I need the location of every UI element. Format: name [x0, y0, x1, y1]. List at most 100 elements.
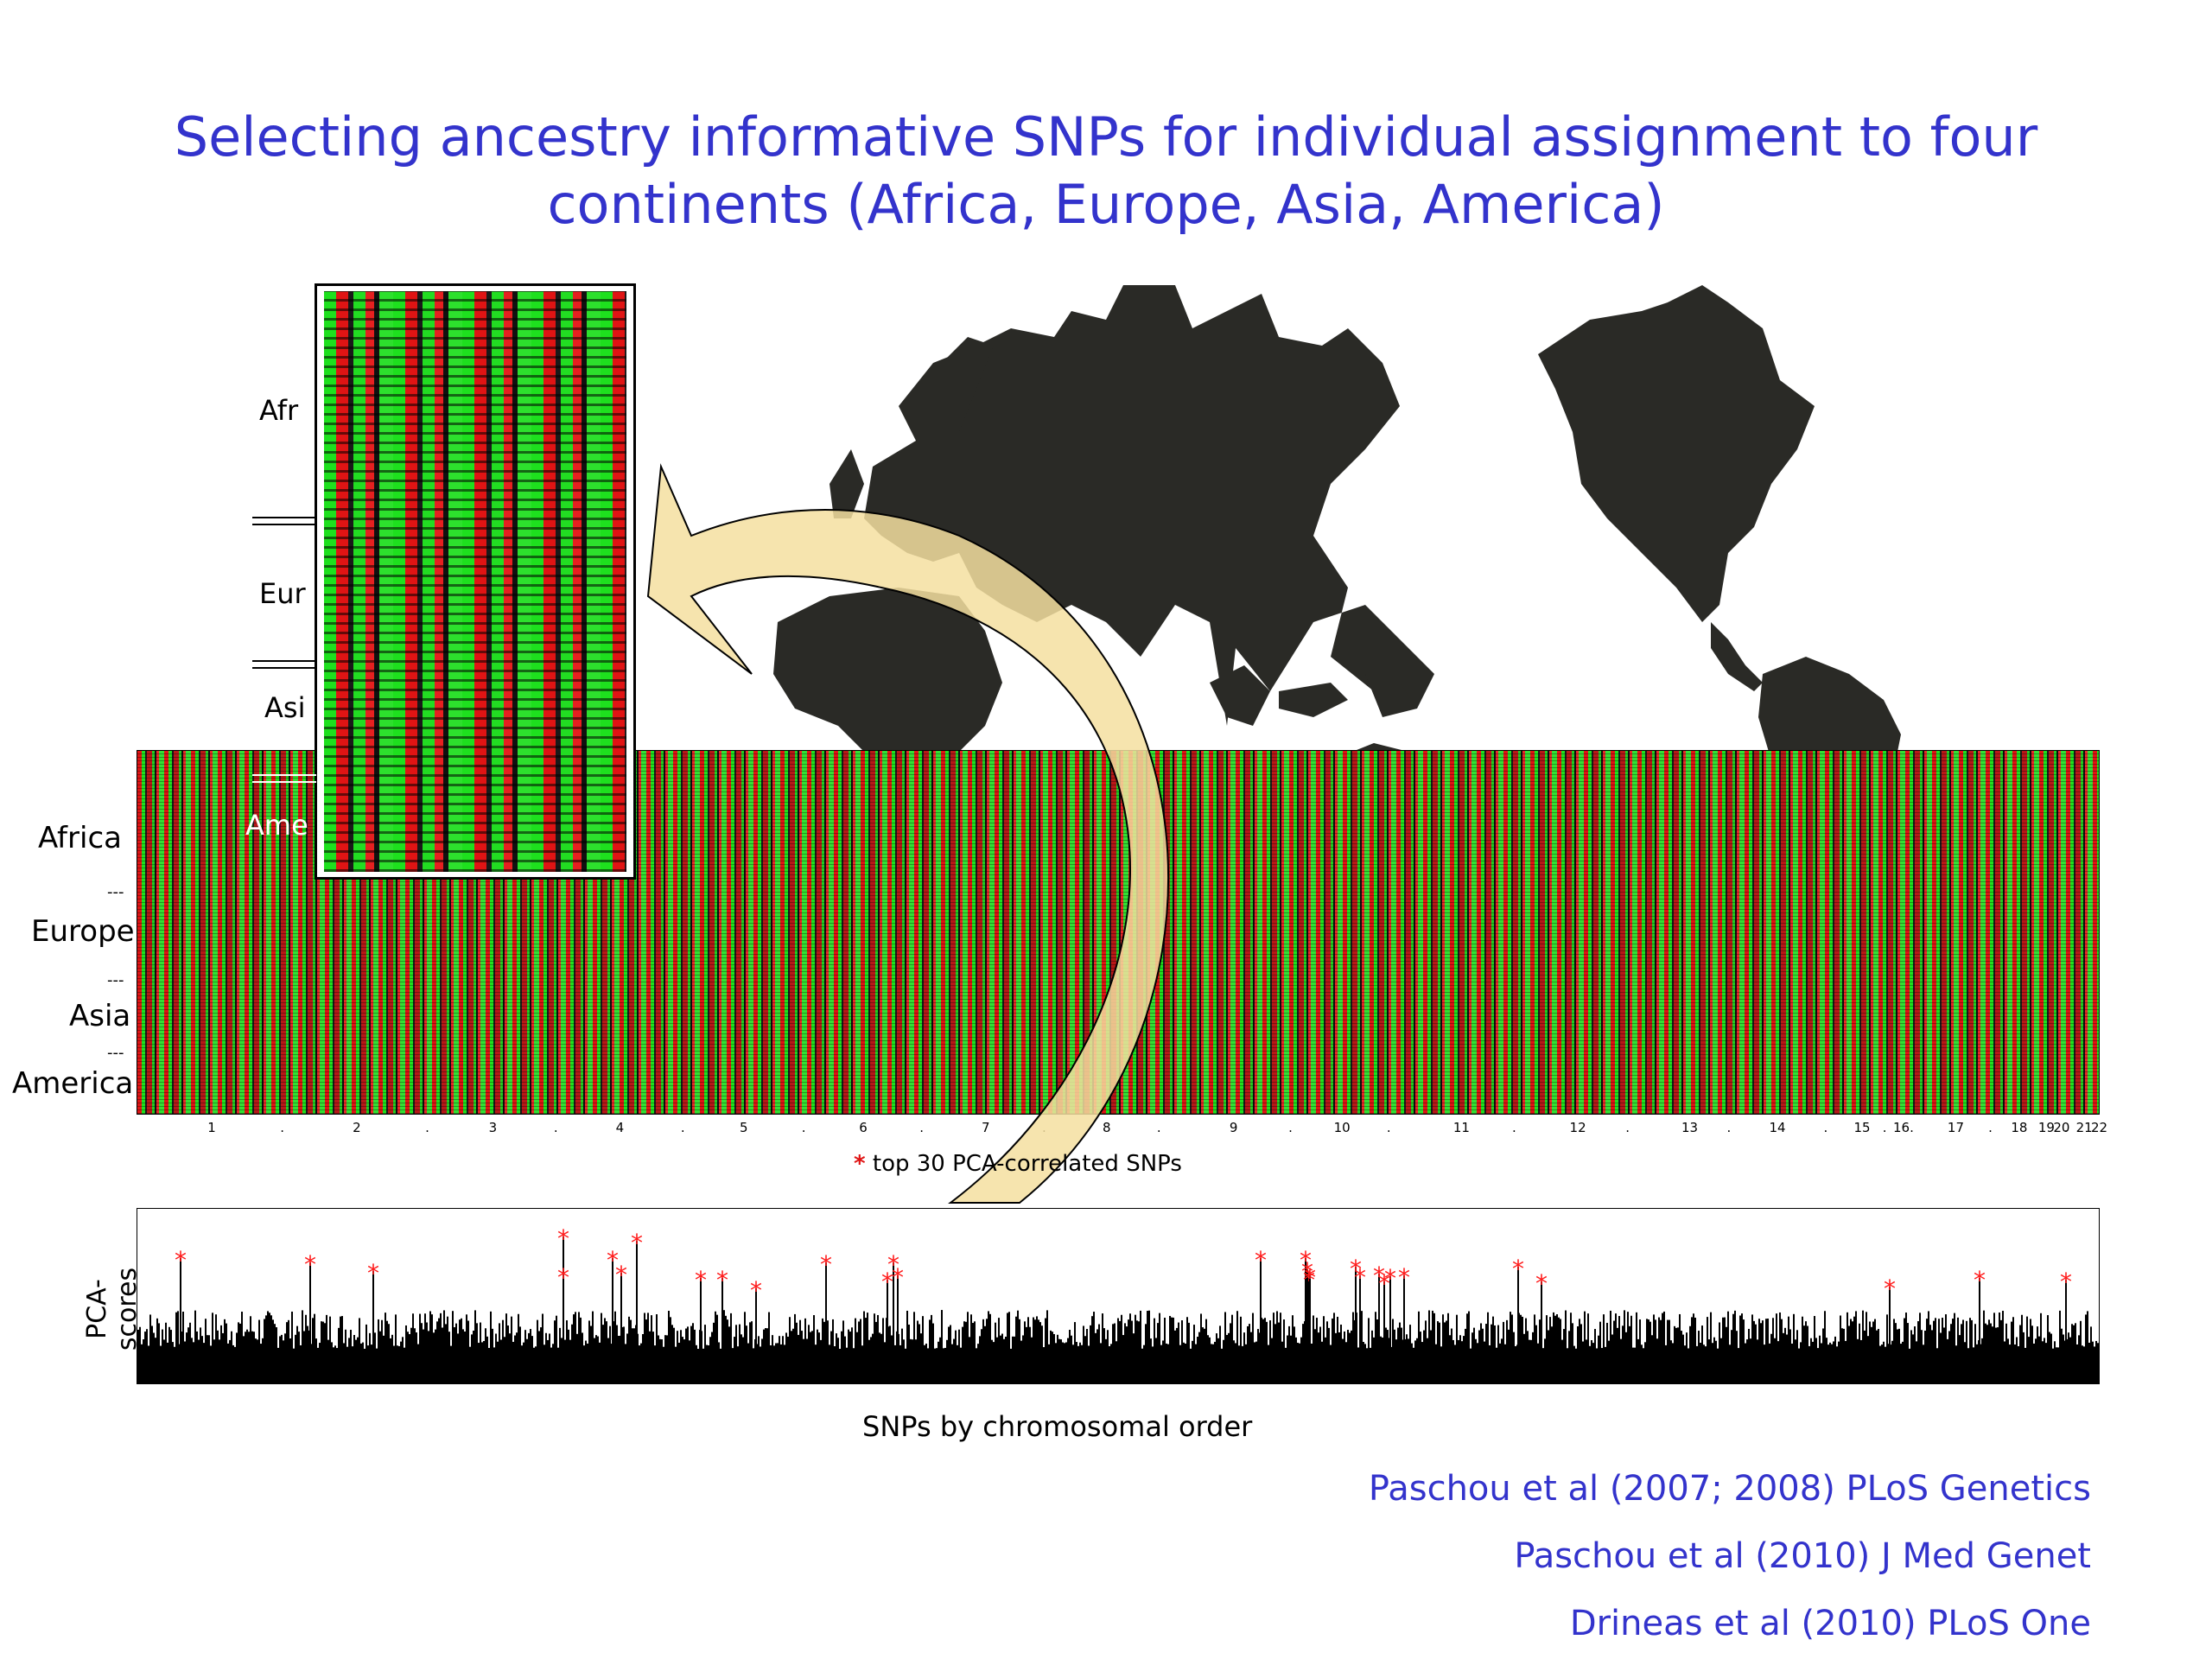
pca-bar: [1219, 1325, 1221, 1383]
pca-bar: [632, 1328, 633, 1383]
pca-bar: [1732, 1313, 1734, 1383]
pca-bar: [2068, 1332, 2069, 1383]
pca-bar: [395, 1314, 397, 1383]
pca-bar: [279, 1336, 281, 1383]
pca-bar: [1988, 1319, 1990, 1383]
pca-bar: [1432, 1310, 1433, 1383]
pca-bar: [848, 1329, 849, 1383]
pca-bar: [732, 1348, 734, 1383]
pca-bar: [462, 1329, 464, 1383]
pca-bar: [694, 1329, 696, 1383]
pca-bar: [1605, 1346, 1606, 1383]
pca-bar: [1226, 1334, 1228, 1383]
pca-bar: [787, 1336, 789, 1383]
pca-bar: [1831, 1344, 1833, 1383]
pca-bar: [1798, 1348, 1800, 1383]
pca-bar: [1166, 1343, 1167, 1383]
pca-bar: [1707, 1317, 1708, 1383]
pca-bar: [1637, 1338, 1639, 1383]
pca-bar: [203, 1343, 205, 1383]
pca-bar: [1409, 1325, 1411, 1383]
chromosome-tick-label: 10: [1333, 1120, 1351, 1135]
pca-bar: [471, 1334, 473, 1383]
pca-bar: [450, 1345, 452, 1383]
pca-bar: [1563, 1329, 1565, 1383]
pca-bar: [1198, 1332, 1200, 1383]
pca-bar: [645, 1319, 647, 1383]
pca-bar: [1152, 1346, 1154, 1383]
pca-bar: [682, 1337, 683, 1383]
pca-bar: [725, 1315, 727, 1383]
pca-bar: [317, 1347, 319, 1383]
pca-bar: [1573, 1345, 1575, 1383]
pca-bar: [255, 1338, 257, 1383]
pca-bar: [1722, 1317, 1724, 1383]
pca-bar: [924, 1344, 925, 1383]
pca-bar: [1598, 1335, 1599, 1383]
pca-bar: [1974, 1324, 1976, 1383]
pca-bar: [1589, 1345, 1591, 1383]
pca-bar: [319, 1343, 321, 1383]
pca-bar: [1363, 1342, 1364, 1383]
pca-bar: [1515, 1345, 1516, 1383]
legend-star: *: [854, 1151, 866, 1177]
pca-bar: [1124, 1323, 1126, 1383]
pca-bar: [1083, 1325, 1084, 1383]
pca-bar: [1224, 1312, 1226, 1383]
chromosome-tick-label: .: [680, 1120, 685, 1135]
pca-bar: [457, 1333, 459, 1383]
pca-bar: [1767, 1319, 1769, 1383]
chromosome-tick-label: .: [1882, 1120, 1887, 1135]
pca-bar: [1081, 1344, 1083, 1383]
pca-bar: [1976, 1344, 1978, 1383]
pca-peak-star: *: [1350, 1255, 1362, 1283]
pca-bar: [1008, 1312, 1010, 1383]
pca-bar: [416, 1332, 417, 1383]
pca-bar: [1523, 1333, 1525, 1383]
pca-bar: [1724, 1317, 1726, 1383]
pca-bar: [1401, 1327, 1402, 1383]
pca-bar: [1544, 1338, 1546, 1383]
pca-bar: [1174, 1330, 1176, 1383]
pca-bar: [1485, 1324, 1487, 1383]
pca-bar: [1249, 1324, 1250, 1383]
pca-bar: [1027, 1317, 1029, 1383]
pca-bar: [777, 1343, 779, 1383]
pca-bar: [229, 1339, 231, 1383]
pca-bar: [1610, 1310, 1611, 1383]
pca-bar: [1554, 1315, 1556, 1383]
chromosome-tick-label: 8: [1102, 1120, 1111, 1135]
pca-bar: [2085, 1314, 2087, 1383]
pca-bar: [1150, 1338, 1152, 1383]
pca-bar: [958, 1329, 960, 1383]
pca-bar: [410, 1327, 412, 1383]
pca-bar: [267, 1311, 269, 1383]
pca-bar: [518, 1313, 519, 1383]
pca-bar: [481, 1342, 483, 1383]
pca-bar: [1895, 1323, 1897, 1383]
pca-bar: [912, 1339, 913, 1383]
pca-bar: [547, 1339, 549, 1383]
pca-bar: [182, 1311, 184, 1383]
pca-bar: [556, 1315, 557, 1383]
pca-bar: [331, 1342, 333, 1383]
pca-bar: [566, 1320, 568, 1383]
pca-bar: [1781, 1319, 1783, 1383]
pca-bar: [1302, 1324, 1304, 1383]
pca-bar: [1824, 1311, 1826, 1383]
pca-bar: [1900, 1344, 1902, 1383]
pca-bar: [390, 1338, 391, 1383]
pca-bar: [1122, 1335, 1124, 1383]
pca-bar: [364, 1348, 365, 1383]
pca-bar: [1058, 1338, 1060, 1383]
pca-bar: [1606, 1322, 1608, 1383]
pca-bar: [1185, 1343, 1186, 1383]
pca-bar: [1791, 1343, 1793, 1383]
pca-bar: [1679, 1313, 1681, 1383]
pca-bar: [830, 1331, 832, 1383]
pca-bar: [550, 1347, 552, 1383]
pca-bar: [1525, 1318, 1527, 1383]
pca-bar: [1471, 1332, 1473, 1383]
pca-bar: [984, 1325, 986, 1383]
pca-bar: [524, 1330, 526, 1383]
